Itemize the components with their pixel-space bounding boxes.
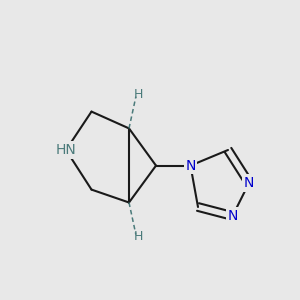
Text: H: H: [134, 88, 143, 101]
Text: N: N: [227, 209, 238, 223]
Text: H: H: [134, 230, 143, 243]
Text: HN: HN: [56, 143, 76, 157]
Text: N: N: [185, 159, 196, 172]
Text: N: N: [244, 176, 254, 190]
